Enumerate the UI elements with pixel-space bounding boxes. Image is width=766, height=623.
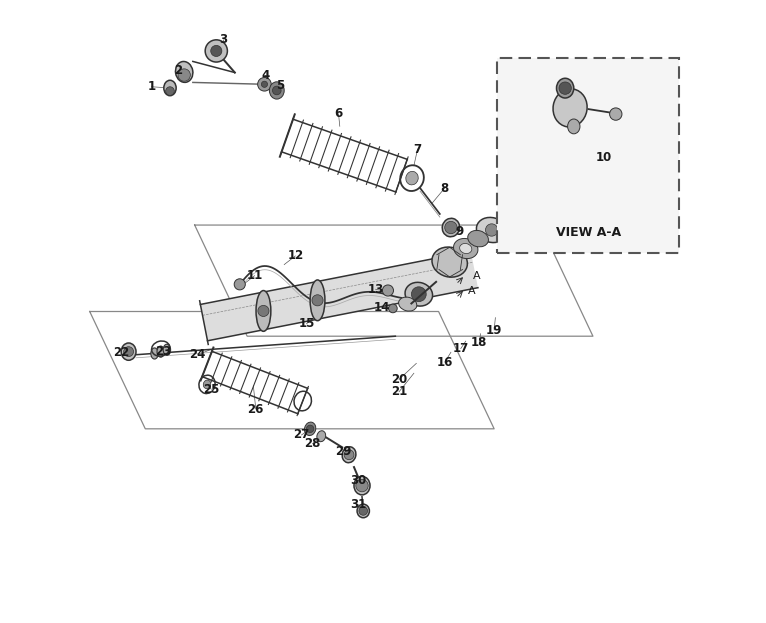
Ellipse shape [442, 218, 460, 237]
Ellipse shape [354, 477, 370, 495]
Text: 26: 26 [247, 402, 264, 416]
Text: 29: 29 [336, 445, 352, 457]
Text: 7: 7 [414, 143, 421, 156]
Text: 11: 11 [247, 269, 263, 282]
Ellipse shape [175, 62, 193, 82]
Ellipse shape [568, 119, 580, 134]
Text: 3: 3 [220, 33, 228, 46]
Ellipse shape [453, 239, 478, 259]
Text: A: A [468, 285, 476, 295]
Text: 9: 9 [456, 225, 463, 238]
Ellipse shape [270, 82, 284, 99]
Text: 16: 16 [437, 356, 453, 369]
Text: 14: 14 [374, 302, 390, 314]
Circle shape [411, 287, 426, 302]
Ellipse shape [121, 343, 136, 360]
Text: 12: 12 [287, 249, 303, 262]
Text: 21: 21 [391, 385, 408, 398]
Ellipse shape [317, 430, 326, 442]
Ellipse shape [163, 345, 171, 355]
Circle shape [257, 77, 271, 91]
Ellipse shape [151, 348, 159, 359]
Circle shape [559, 82, 571, 94]
Text: 28: 28 [304, 437, 321, 450]
Circle shape [388, 304, 398, 313]
Circle shape [273, 86, 281, 95]
Circle shape [312, 295, 323, 306]
Ellipse shape [357, 504, 369, 518]
Text: 30: 30 [350, 474, 366, 487]
Text: 25: 25 [203, 383, 220, 396]
Circle shape [344, 450, 354, 460]
Ellipse shape [203, 380, 211, 389]
Text: 1: 1 [147, 80, 155, 93]
Text: 18: 18 [471, 336, 487, 349]
Ellipse shape [405, 282, 433, 306]
Text: 5: 5 [277, 79, 285, 92]
Circle shape [258, 305, 269, 316]
Circle shape [382, 285, 394, 296]
Ellipse shape [557, 78, 574, 98]
Text: 2: 2 [174, 64, 182, 77]
Text: 23: 23 [155, 345, 172, 358]
Text: 19: 19 [486, 323, 502, 336]
Ellipse shape [553, 89, 587, 127]
Ellipse shape [460, 244, 472, 254]
Text: 6: 6 [335, 107, 342, 120]
Text: 31: 31 [350, 498, 366, 511]
Circle shape [356, 480, 368, 492]
Circle shape [165, 87, 175, 95]
Circle shape [610, 108, 622, 120]
Ellipse shape [310, 280, 325, 321]
Ellipse shape [468, 231, 489, 247]
Circle shape [234, 278, 245, 290]
Text: VIEW A-A: VIEW A-A [556, 226, 621, 239]
Circle shape [261, 81, 267, 87]
Ellipse shape [398, 297, 417, 311]
Ellipse shape [305, 422, 316, 435]
Text: A: A [473, 270, 480, 281]
Text: 24: 24 [189, 348, 206, 361]
Text: 22: 22 [113, 346, 129, 359]
Circle shape [211, 45, 222, 57]
Polygon shape [201, 251, 478, 341]
Circle shape [123, 346, 133, 356]
FancyBboxPatch shape [497, 59, 679, 253]
Ellipse shape [164, 80, 176, 96]
Ellipse shape [432, 247, 467, 277]
Text: 27: 27 [293, 429, 309, 442]
Circle shape [205, 40, 228, 62]
Text: 8: 8 [440, 181, 449, 194]
Text: 17: 17 [453, 342, 469, 355]
Circle shape [306, 425, 314, 432]
Circle shape [359, 506, 368, 515]
Text: 13: 13 [368, 283, 384, 296]
Text: 15: 15 [298, 317, 315, 330]
Text: 4: 4 [261, 69, 270, 82]
Circle shape [486, 224, 498, 236]
Ellipse shape [256, 290, 271, 331]
Text: 10: 10 [596, 151, 612, 164]
Ellipse shape [476, 217, 507, 242]
Ellipse shape [342, 447, 356, 463]
Ellipse shape [406, 171, 418, 185]
Circle shape [178, 69, 191, 81]
Text: 20: 20 [391, 373, 408, 386]
Ellipse shape [157, 346, 165, 357]
Circle shape [445, 221, 457, 234]
